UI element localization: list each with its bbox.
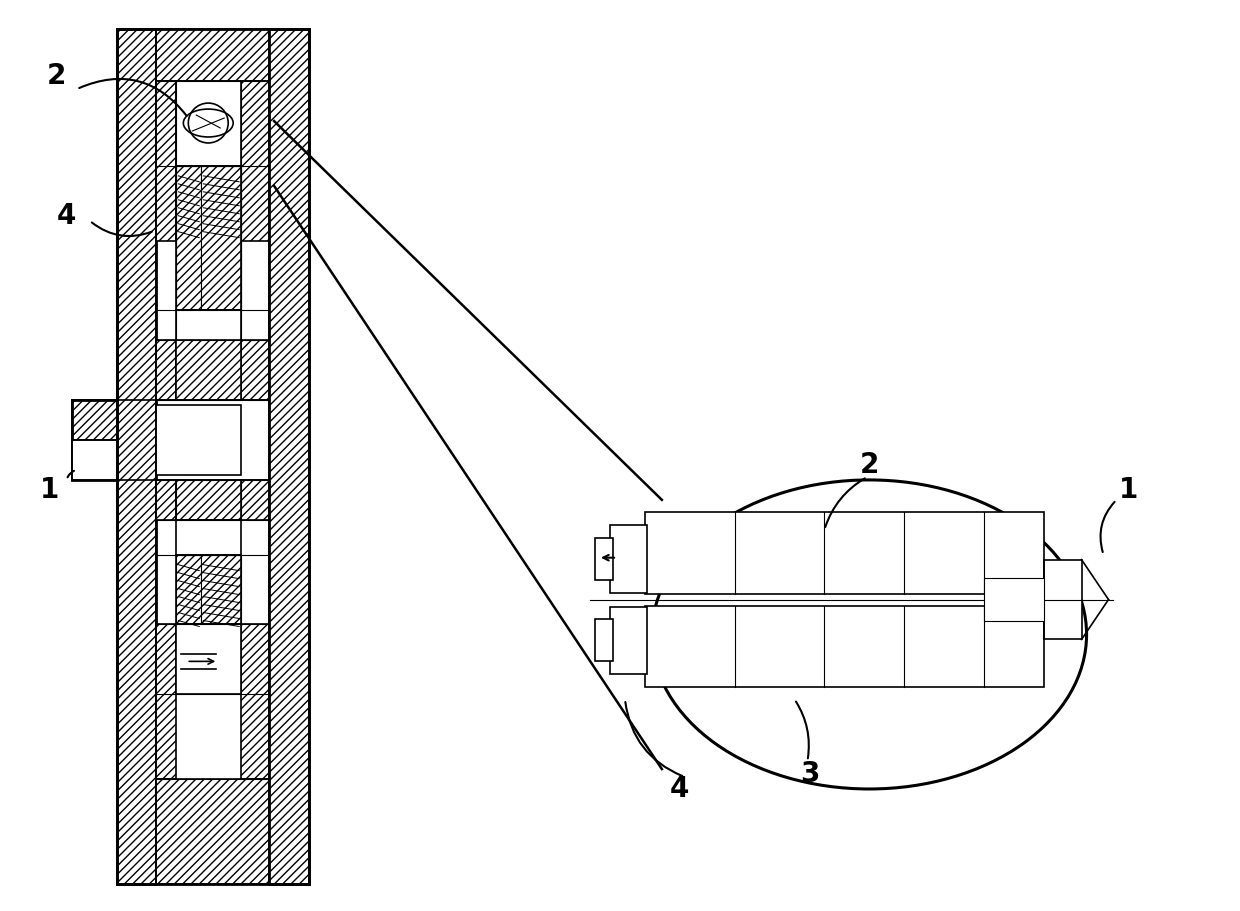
Bar [201,166,241,311]
Bar [156,779,269,884]
Bar [156,405,241,475]
Bar [201,555,241,624]
Bar [241,81,269,241]
Ellipse shape [652,480,1086,789]
Bar [117,29,309,884]
Bar [176,555,241,624]
Bar [176,341,241,400]
Text: 2: 2 [859,451,879,479]
Bar [983,578,1044,621]
Bar [72,440,117,480]
Bar [176,311,241,341]
Bar [176,166,241,311]
Bar [72,400,117,480]
Bar [241,341,269,400]
Bar [156,480,176,520]
Bar [1044,559,1081,640]
Bar [176,166,201,311]
Bar [156,341,176,400]
Text: 2: 2 [47,62,67,90]
Bar [176,555,201,624]
Bar [269,29,309,884]
Text: 4: 4 [57,201,77,230]
Bar [156,81,176,241]
Bar [156,29,269,81]
Bar [176,520,241,555]
Bar [241,480,269,520]
Bar [156,624,176,779]
Bar [610,607,647,674]
Bar [595,619,613,661]
Bar [645,606,1044,687]
Text: 4: 4 [670,775,689,803]
Bar [117,29,156,884]
Bar [176,81,241,166]
Bar [176,624,241,694]
Text: 1: 1 [40,476,60,504]
Bar [241,624,269,779]
Bar [595,537,613,579]
Bar [645,512,1044,594]
Text: 1: 1 [1118,476,1138,504]
Text: 3: 3 [800,760,820,788]
Bar [610,525,647,592]
Bar [176,480,241,520]
